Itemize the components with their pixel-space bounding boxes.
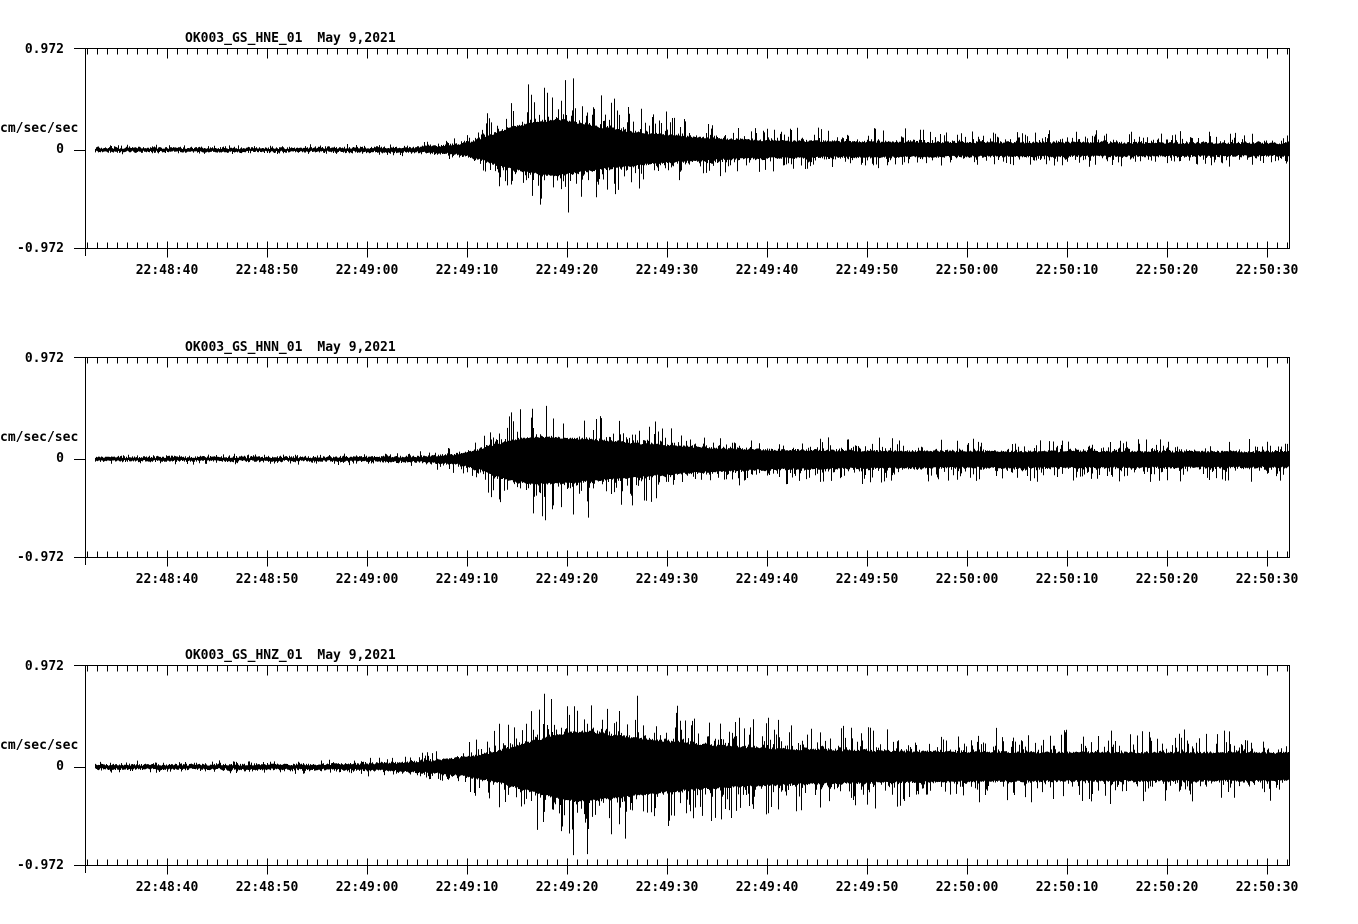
x-tick-label: 22:50:30 xyxy=(1235,263,1299,278)
x-tick-label: 22:49:20 xyxy=(535,572,599,587)
x-tick-label: 22:49:10 xyxy=(435,263,499,278)
y-tick-max: 0.972 xyxy=(24,351,64,366)
station-label: OK003_GS_HNN_01 xyxy=(185,340,303,355)
y-tick-min: -0.972 xyxy=(17,550,64,565)
x-axis-labels: 22:48:40 22:48:50 22:49:00 22:49:10 22:49:20… xyxy=(85,572,1299,587)
x-tick-label: 22:48:40 xyxy=(135,263,199,278)
x-tick-label: 22:50:30 xyxy=(1235,572,1299,587)
x-tick-label: 22:50:20 xyxy=(1135,572,1199,587)
x-tick-label: 22:48:50 xyxy=(235,572,299,587)
date-label: May 9,2021 xyxy=(317,31,396,46)
x-axis-labels: 22:48:40 22:48:50 22:49:00 22:49:10 22:49:20… xyxy=(85,880,1299,895)
x-tick-label: 22:49:30 xyxy=(635,263,699,278)
y-tick-max: 0.972 xyxy=(24,42,64,57)
y-axis-unit-label: cm/sec/sec xyxy=(0,738,79,753)
x-tick-label: 22:50:00 xyxy=(935,572,999,587)
y-tick-max: 0.972 xyxy=(24,659,64,674)
y-tick-min: -0.972 xyxy=(17,241,64,256)
x-tick-label: 22:50:10 xyxy=(1035,263,1099,278)
x-tick-label: 22:49:00 xyxy=(335,263,399,278)
x-tick-label: 22:49:00 xyxy=(335,572,399,587)
x-tick-label: 22:49:40 xyxy=(735,263,799,278)
x-tick-label: 22:49:20 xyxy=(535,263,599,278)
x-tick-label: 22:49:10 xyxy=(435,572,499,587)
x-tick-label: 22:49:30 xyxy=(635,880,699,895)
x-tick-label: 22:49:40 xyxy=(735,880,799,895)
x-tick-label: 22:49:50 xyxy=(835,263,899,278)
y-tick-zero: 0 xyxy=(56,759,64,774)
date-label: May 9,2021 xyxy=(317,648,396,663)
x-tick-label: 22:48:50 xyxy=(235,880,299,895)
x-tick-label: 22:50:20 xyxy=(1135,880,1199,895)
x-tick-label: 22:49:00 xyxy=(335,880,399,895)
plot-frame-and-ticks xyxy=(74,357,1290,567)
plot-frame-and-ticks xyxy=(74,665,1290,875)
x-tick-label: 22:49:10 xyxy=(435,880,499,895)
y-axis-unit-label: cm/sec/sec xyxy=(0,430,79,445)
y-tick-min: -0.972 xyxy=(17,858,64,873)
y-axis-unit-label: cm/sec/sec xyxy=(0,121,79,136)
x-tick-label: 22:49:50 xyxy=(835,572,899,587)
x-tick-label: 22:49:30 xyxy=(635,572,699,587)
x-tick-label: 22:50:00 xyxy=(935,880,999,895)
panel-title-row: OK003_GS_HNN_01 May 9,2021 xyxy=(185,340,396,355)
station-label: OK003_GS_HNZ_01 xyxy=(185,648,303,663)
x-tick-label: 22:50:00 xyxy=(935,263,999,278)
waveform-plot-hne xyxy=(74,48,1290,258)
x-tick-label: 22:50:10 xyxy=(1035,572,1099,587)
waveform-plot-hnn xyxy=(74,357,1290,567)
seismic-trace xyxy=(95,693,1290,856)
y-tick-zero: 0 xyxy=(56,451,64,466)
x-tick-label: 22:48:40 xyxy=(135,880,199,895)
x-tick-label: 22:49:40 xyxy=(735,572,799,587)
seismic-trace xyxy=(95,405,1290,521)
x-tick-label: 22:49:20 xyxy=(535,880,599,895)
x-tick-label: 22:50:30 xyxy=(1235,880,1299,895)
x-tick-label: 22:50:10 xyxy=(1035,880,1099,895)
station-label: OK003_GS_HNE_01 xyxy=(185,31,303,46)
plot-frame-and-ticks xyxy=(74,48,1290,258)
panel-title-row: OK003_GS_HNE_01 May 9,2021 xyxy=(185,31,396,46)
seismic-trace xyxy=(95,78,1290,213)
waveform-plot-hnz xyxy=(74,665,1290,875)
x-tick-label: 22:48:40 xyxy=(135,572,199,587)
x-axis-labels: 22:48:40 22:48:50 22:49:00 22:49:10 22:49:20… xyxy=(85,263,1299,278)
x-tick-label: 22:50:20 xyxy=(1135,263,1199,278)
x-tick-label: 22:48:50 xyxy=(235,263,299,278)
y-tick-zero: 0 xyxy=(56,142,64,157)
date-label: May 9,2021 xyxy=(317,340,396,355)
x-tick-label: 22:49:50 xyxy=(835,880,899,895)
panel-title-row: OK003_GS_HNZ_01 May 9,2021 xyxy=(185,648,396,663)
